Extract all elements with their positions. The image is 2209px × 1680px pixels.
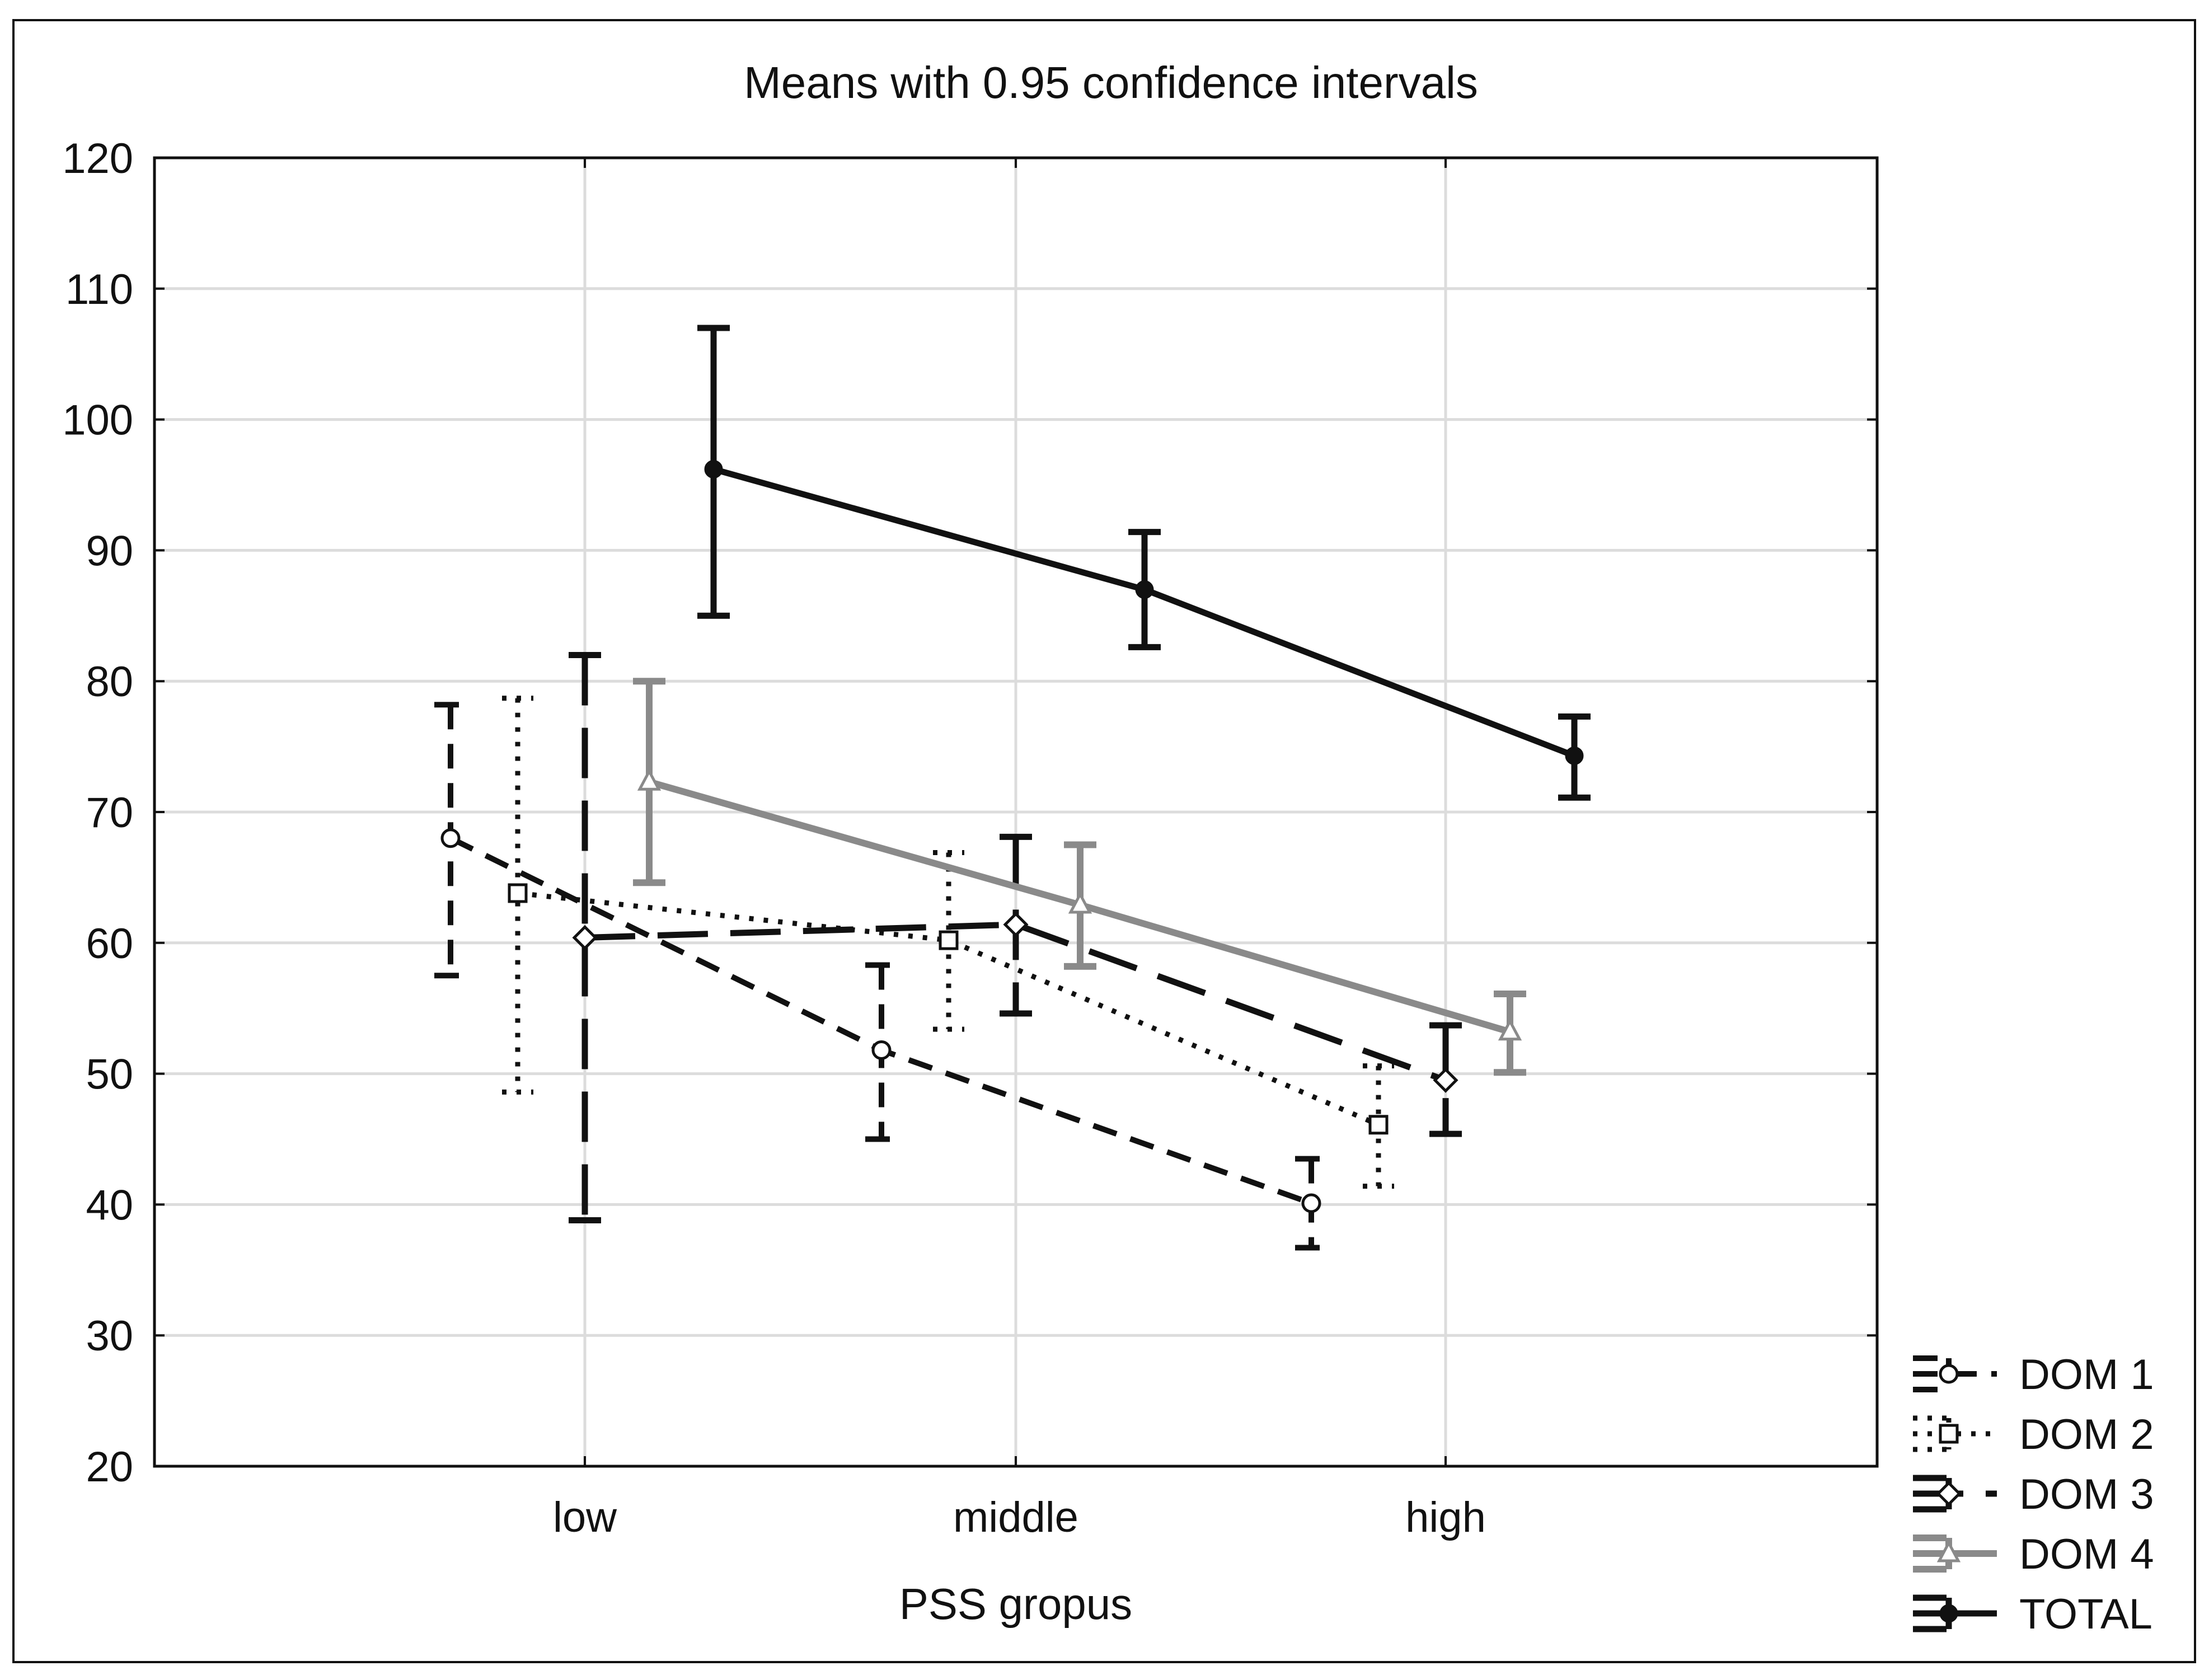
legend-item-total: TOTAL: [1913, 1590, 2152, 1638]
series-dom-2: [502, 696, 1394, 1189]
legend: DOM 1 DOM 2 DOM 3 DOM 4 TOTAL: [1913, 1351, 2154, 1638]
data-point-dom-3-high: [1433, 1067, 1458, 1093]
data-point-dom-4-low: [637, 768, 662, 791]
x-tick-label-middle: middle: [953, 1494, 1078, 1541]
y-tick-label: 110: [65, 266, 133, 313]
grid-layer: [154, 158, 1877, 1466]
y-tick-label: 30: [86, 1312, 133, 1360]
chart-title: Means with 0.95 confidence intervals: [744, 58, 1478, 107]
data-point-dom-1-middle: [871, 1040, 892, 1060]
series-line-dom-2: [517, 890, 1380, 1127]
axis-layer: 20 30 40 50 60 70 80 90 100 110 120 low middle high: [62, 135, 1877, 1541]
legend-label-dom-3: DOM 3: [2019, 1471, 2154, 1518]
data-point-dom-2-low: [508, 883, 528, 903]
data-point-total-low: [704, 459, 723, 478]
legend-marker-dom-2: [1939, 1424, 1959, 1444]
data-point-total-middle: [1135, 580, 1154, 599]
y-tick-label: 90: [86, 527, 133, 575]
series-layer: [434, 325, 1591, 1251]
x-axis-label: PSS gropus: [899, 1579, 1132, 1629]
y-tick-label: 100: [62, 397, 133, 444]
y-tick-label: 70: [86, 789, 133, 837]
series-dom-4: [633, 678, 1526, 1076]
data-point-dom-3-low: [572, 925, 598, 950]
data-point-dom-3-middle: [1003, 912, 1029, 937]
figure-frame: [12, 19, 2196, 1663]
legend-marker-total: [1939, 1604, 1958, 1623]
data-point-dom-4-middle: [1068, 891, 1092, 914]
legend-label-total: TOTAL: [2019, 1590, 2152, 1638]
data-point-dom-2-middle: [939, 930, 959, 950]
data-point-dom-1-high: [1301, 1193, 1321, 1213]
legend-item-dom-4: DOM 4: [1913, 1531, 2154, 1578]
y-tick-label: 80: [86, 658, 133, 706]
legend-item-dom-2: DOM 2: [1913, 1411, 2154, 1458]
data-point-total-high: [1565, 746, 1584, 765]
legend-item-dom-1: DOM 1: [1913, 1351, 2154, 1399]
data-point-dom-2-high: [1368, 1115, 1389, 1135]
y-tick-label: 60: [86, 920, 133, 968]
y-tick-label: 20: [86, 1443, 133, 1491]
x-tick-label-low: low: [553, 1494, 617, 1541]
legend-item-dom-3: DOM 3: [1913, 1471, 2154, 1518]
data-point-dom-4-high: [1498, 1018, 1522, 1041]
series-line-dom-3: [584, 921, 1447, 1083]
legend-label-dom-1: DOM 1: [2019, 1351, 2154, 1399]
legend-label-dom-4: DOM 4: [2019, 1531, 2154, 1578]
legend-label-dom-2: DOM 2: [2019, 1411, 2154, 1458]
x-tick-label-high: high: [1405, 1494, 1486, 1541]
series-total: [697, 325, 1591, 801]
y-tick-label: 120: [62, 135, 133, 182]
legend-marker-dom-3: [1936, 1481, 1962, 1507]
y-tick-label: 50: [86, 1051, 133, 1099]
plot-area: [153, 156, 1879, 1468]
series-dom-1: [434, 702, 1328, 1251]
data-point-dom-1-low: [440, 828, 461, 848]
legend-marker-dom-4: [1936, 1540, 1961, 1562]
y-tick-label: 40: [86, 1181, 133, 1229]
series-dom-3: [569, 651, 1462, 1223]
legend-marker-dom-1: [1939, 1364, 1959, 1384]
